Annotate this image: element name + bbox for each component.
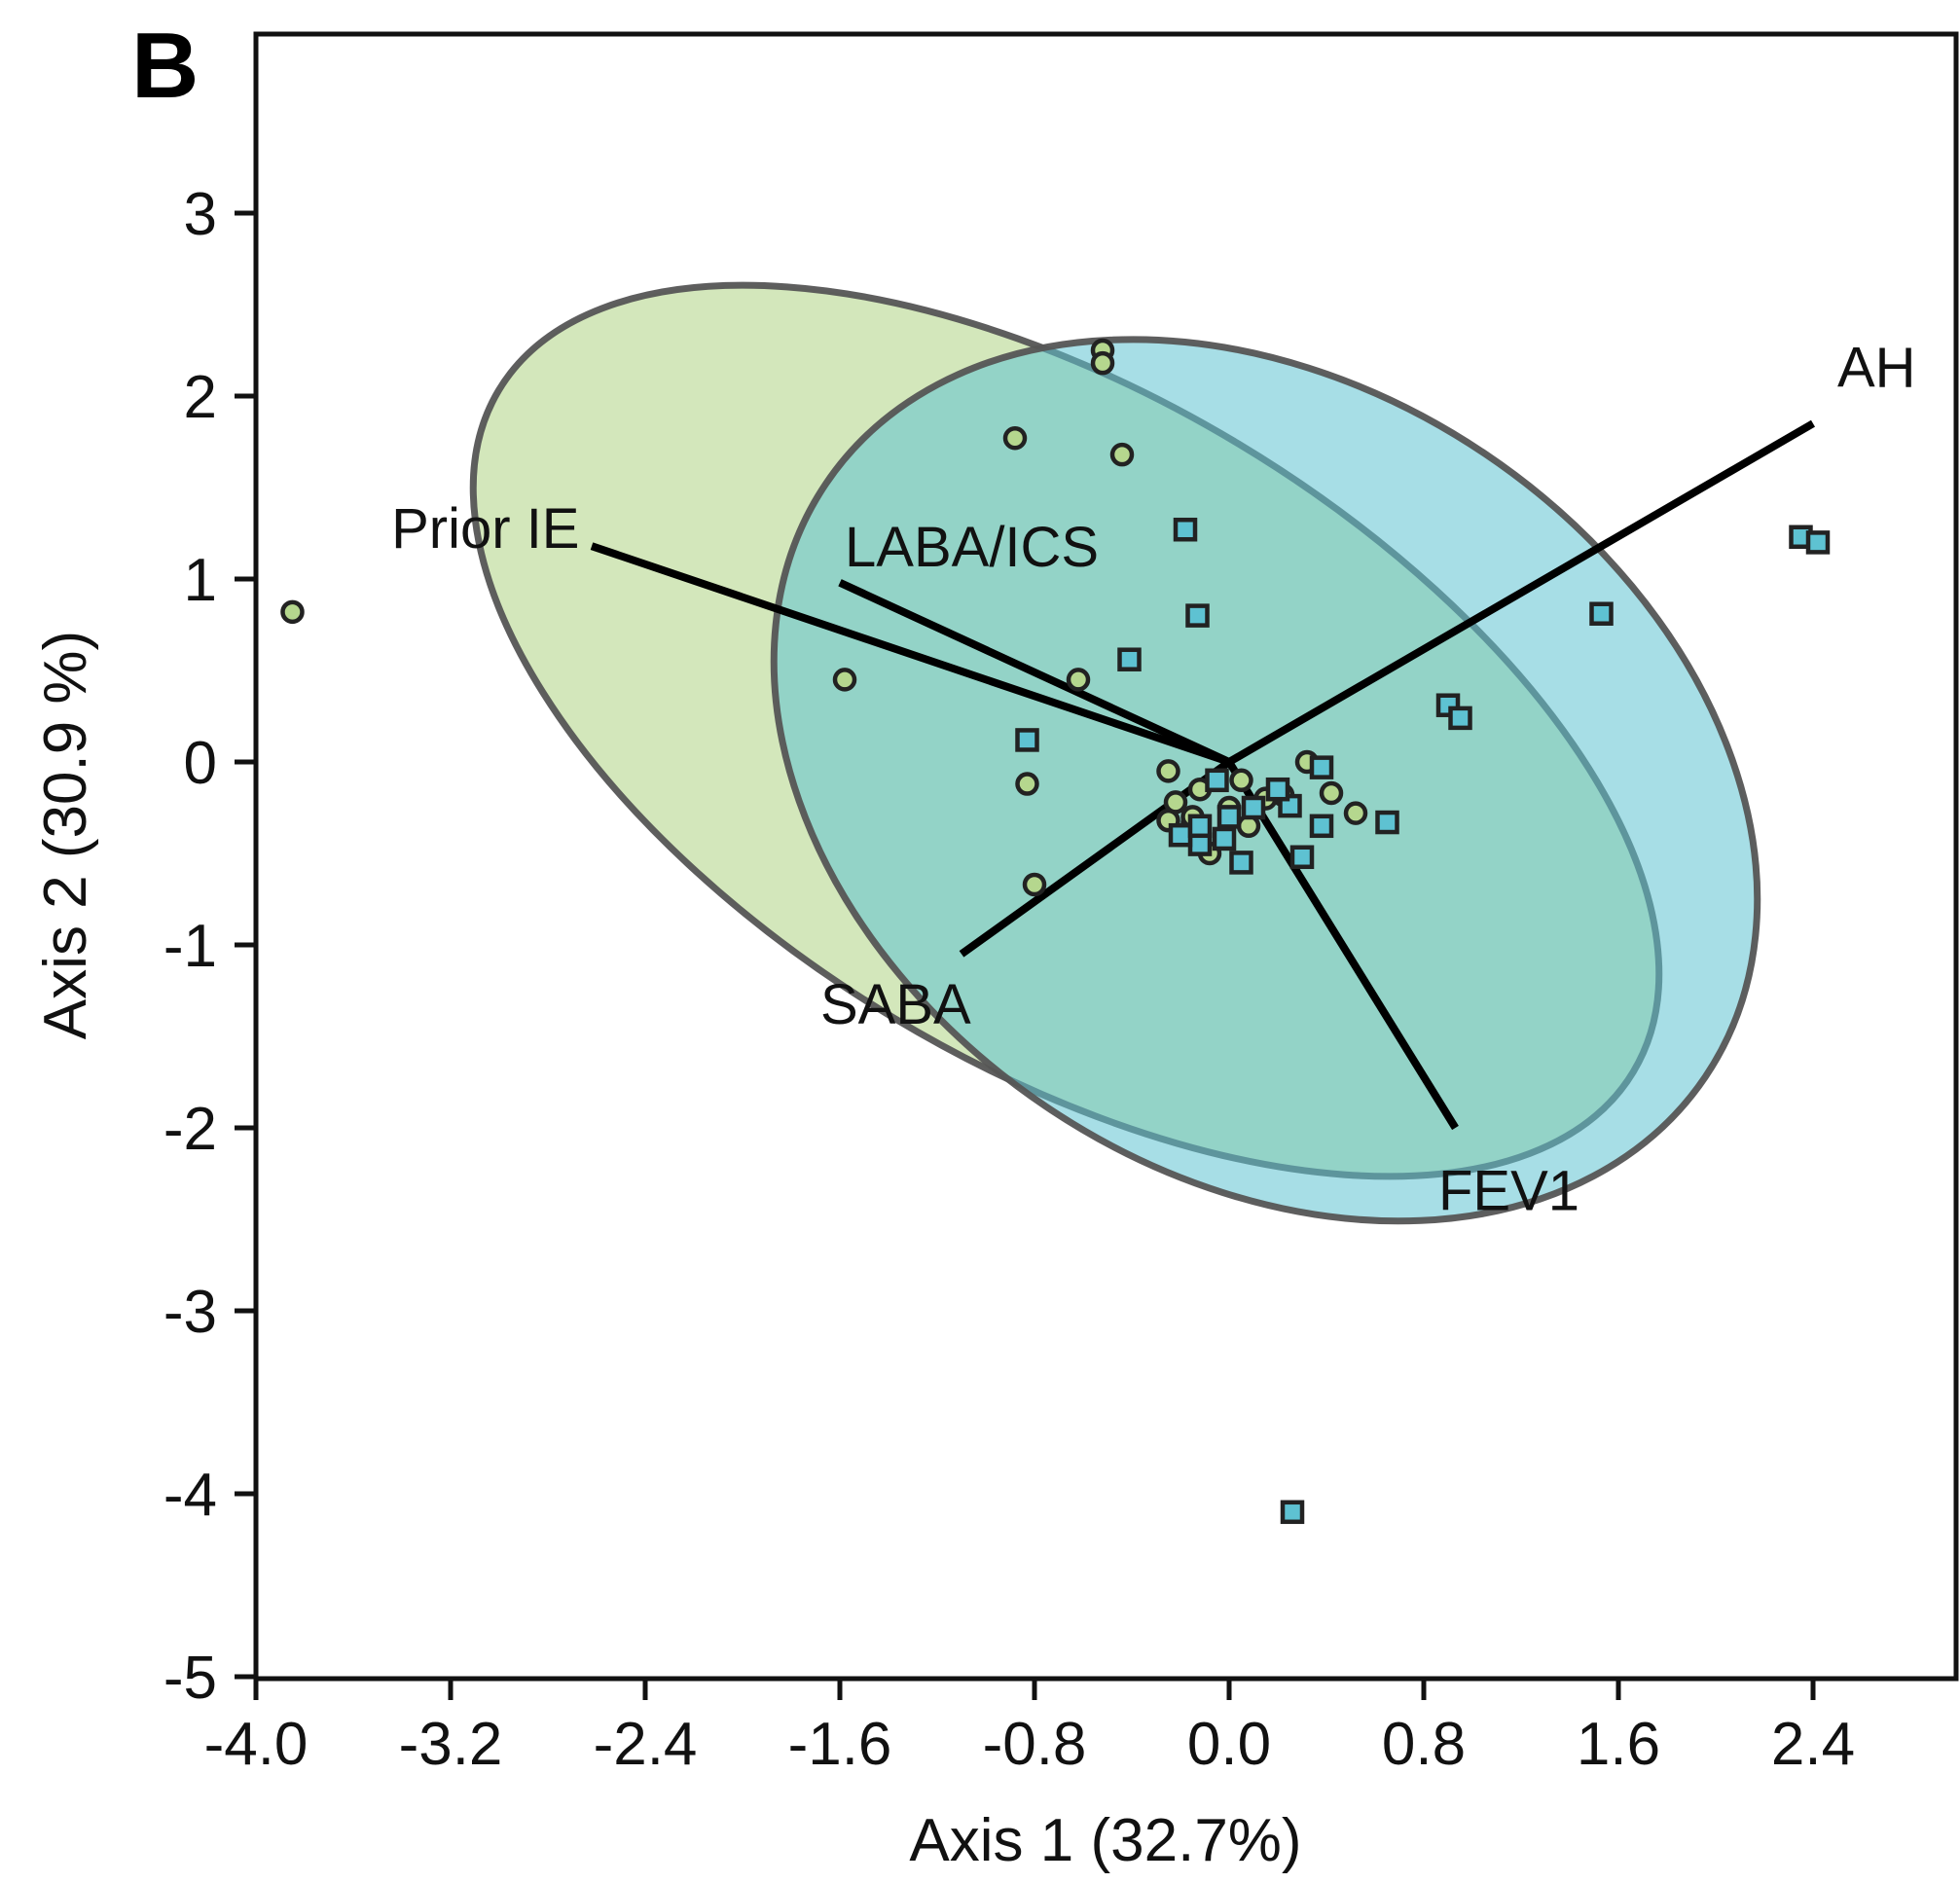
x-tick-label: -1.6 xyxy=(788,1711,892,1778)
vector-label-saba: SABA xyxy=(820,973,971,1036)
point-blue xyxy=(1173,517,1198,542)
x-axis-title: Axis 1 (32.7%) xyxy=(909,1807,1301,1874)
y-tick-label: -3 xyxy=(163,1279,217,1346)
x-tick-label: -0.8 xyxy=(983,1711,1087,1778)
panel-label: B xyxy=(131,14,199,118)
plot-clipped xyxy=(280,281,1831,1525)
point-blue xyxy=(1375,810,1399,835)
point-blue xyxy=(1589,601,1614,626)
axes-layer: -4.0 -3.2 -2.4 -1.6 -0.8 0.0 0.8 1.6 2.4 3 2 1 0 -1 -2… xyxy=(163,181,1855,1778)
point-blue xyxy=(1212,826,1237,851)
x-tick-label: -3.2 xyxy=(399,1711,503,1778)
point-green xyxy=(1090,350,1115,376)
point-green xyxy=(1022,872,1047,897)
point-blue xyxy=(1168,822,1193,848)
plot-frame xyxy=(253,31,1959,1682)
point-blue xyxy=(1216,805,1242,829)
point-blue xyxy=(1448,706,1472,731)
point-green xyxy=(832,668,857,692)
y-tick-label: 3 xyxy=(184,181,217,248)
x-tick-label: -2.4 xyxy=(594,1711,698,1778)
point-blue xyxy=(1309,755,1334,779)
vector-laba-ics xyxy=(838,579,1231,766)
x-tick-label: 0.8 xyxy=(1382,1711,1466,1778)
y-tick-label: -4 xyxy=(163,1462,217,1529)
x-tick-label: 2.4 xyxy=(1771,1711,1855,1778)
vector-label-fev1: FEV1 xyxy=(1438,1160,1579,1223)
point-blue xyxy=(1187,814,1213,839)
point-green xyxy=(1343,801,1368,825)
point-green xyxy=(280,599,305,625)
x-tick-label: 1.6 xyxy=(1577,1711,1660,1778)
x-tick-label: 0.0 xyxy=(1187,1711,1271,1778)
y-tick-label: 1 xyxy=(184,547,217,614)
point-blue xyxy=(1805,530,1831,555)
y-tick-label: 2 xyxy=(184,364,217,431)
point-blue xyxy=(1241,795,1266,820)
point-blue xyxy=(1289,845,1315,870)
x-tick-label: -4.0 xyxy=(204,1711,309,1778)
point-green xyxy=(1015,772,1039,796)
plot-layer: AH Prior IE LABA/ICS SABA FEV1 xyxy=(280,281,1916,1525)
point-blue xyxy=(1309,814,1334,839)
point-green xyxy=(1229,768,1253,793)
point-green xyxy=(1156,759,1180,783)
point-blue xyxy=(1015,728,1039,752)
point-blue xyxy=(1185,603,1210,628)
vector-label-laba-ics: LABA/ICS xyxy=(845,516,1099,579)
vector-ah xyxy=(1226,419,1816,766)
point-green xyxy=(1319,780,1344,806)
point-blue xyxy=(1229,851,1253,875)
point-blue xyxy=(1265,777,1290,802)
y-tick-label: -2 xyxy=(163,1096,217,1163)
point-blue xyxy=(1280,1500,1305,1525)
y-axis-title: Axis 2 (30.9 %) xyxy=(32,631,99,1039)
point-green xyxy=(1109,442,1135,467)
point-green xyxy=(1002,425,1028,451)
point-green xyxy=(1066,668,1091,692)
vector-label-prior-ie: Prior IE xyxy=(391,497,579,561)
y-tick-label: 0 xyxy=(184,730,217,797)
point-blue xyxy=(1205,768,1229,793)
vector-label-ah: AH xyxy=(1837,337,1916,400)
y-tick-label: -1 xyxy=(163,913,217,980)
vector-fev1 xyxy=(1225,759,1459,1131)
y-tick-label: -5 xyxy=(163,1645,217,1712)
point-blue xyxy=(1117,647,1142,671)
vector-saba xyxy=(959,758,1232,958)
ellipse-blue xyxy=(770,336,1761,1225)
vector-prior-ie xyxy=(590,542,1231,766)
